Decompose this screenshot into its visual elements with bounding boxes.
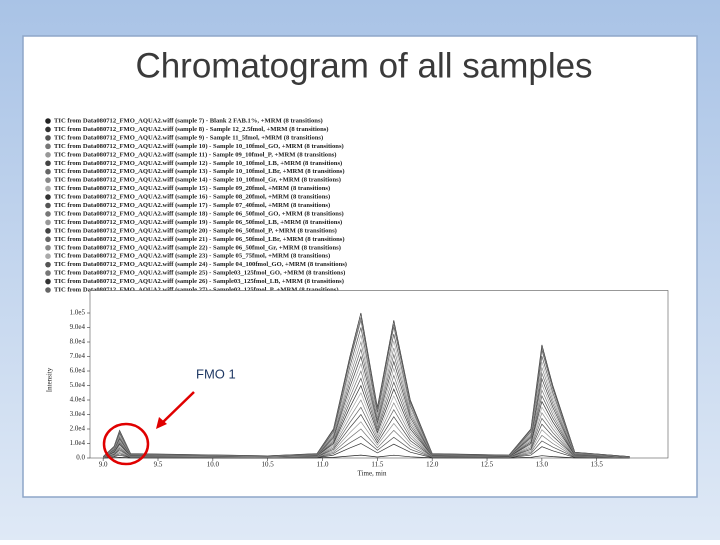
legend-label: TIC from Data080712_FMO_AQUA2.wiff (samp… — [54, 278, 344, 285]
y-tick-label: 8.0e4 — [70, 338, 86, 346]
legend-label: TIC from Data080712_FMO_AQUA2.wiff (samp… — [54, 210, 344, 217]
legend-label: TIC from Data080712_FMO_AQUA2.wiff (samp… — [54, 160, 342, 167]
x-tick-label: 11.0 — [317, 461, 329, 469]
chromatogram: TIC from Data080712_FMO_AQUA2.wiff (samp… — [45, 118, 669, 469]
legend-marker — [45, 287, 51, 293]
legend-label: TIC from Data080712_FMO_AQUA2.wiff (samp… — [54, 270, 345, 277]
legend-label: TIC from Data080712_FMO_AQUA2.wiff (samp… — [54, 261, 347, 268]
x-tick-label: 12.5 — [481, 461, 494, 469]
legend-marker — [45, 228, 51, 234]
legend-marker — [45, 135, 51, 141]
legend-label: TIC from Data080712_FMO_AQUA2.wiff (samp… — [54, 118, 323, 125]
legend-marker — [45, 143, 51, 150]
legend-label: TIC from Data080712_FMO_AQUA2.wiff (samp… — [54, 236, 345, 243]
annotation: FMO 1 — [196, 366, 236, 381]
y-tick-label: 9.0e4 — [70, 323, 86, 331]
legend-marker — [45, 236, 51, 243]
legend-label: TIC from Data080712_FMO_AQUA2.wiff (samp… — [54, 177, 341, 184]
legend-label: TIC from Data080712_FMO_AQUA2.wiff (samp… — [54, 244, 341, 251]
y-tick-label: 1.0e4 — [70, 439, 86, 447]
legend-marker — [45, 202, 51, 209]
legend-label: TIC from Data080712_FMO_AQUA2.wiff (samp… — [54, 227, 337, 234]
legend-marker — [45, 177, 51, 183]
y-tick-label: 2.0e4 — [70, 425, 86, 433]
arrow-head — [156, 417, 167, 429]
x-tick-label: 13.5 — [591, 461, 604, 469]
arrow — [160, 391, 195, 425]
x-tick-label: 12.0 — [426, 461, 439, 469]
x-tick-label: 9.5 — [154, 461, 163, 469]
y-tick-label: 1.0e5 — [70, 309, 86, 317]
x-tick-label: 10.0 — [207, 461, 220, 469]
x-axis-label: Time, min — [358, 470, 387, 478]
legend-marker — [45, 253, 51, 259]
legend-label: TIC from Data080712_FMO_AQUA2.wiff (samp… — [54, 126, 329, 133]
y-axis-label: Intensity — [46, 367, 54, 392]
slide-title: Chromatogram of all samples — [135, 46, 592, 85]
legend-marker — [45, 211, 51, 217]
legend-label: TIC from Data080712_FMO_AQUA2.wiff (samp… — [54, 253, 330, 260]
legend-label: TIC from Data080712_FMO_AQUA2.wiff (samp… — [54, 143, 344, 150]
x-tick-label: 13.0 — [536, 461, 549, 469]
y-tick-label: 5.0e4 — [70, 381, 86, 389]
x-tick-label: 9.0 — [99, 461, 108, 469]
legend-label: TIC from Data080712_FMO_AQUA2.wiff (samp… — [54, 202, 330, 209]
legend-label: TIC from Data080712_FMO_AQUA2.wiff (samp… — [54, 194, 330, 201]
legend-marker — [45, 261, 51, 268]
y-tick-label: 7.0e4 — [70, 352, 86, 360]
legend-label: TIC from Data080712_FMO_AQUA2.wiff (samp… — [54, 151, 337, 158]
legend-marker — [45, 168, 51, 175]
legend-marker — [45, 185, 51, 192]
legend-label: TIC from Data080712_FMO_AQUA2.wiff (samp… — [54, 168, 345, 175]
y-tick-label: 3.0e4 — [70, 410, 86, 418]
y-tick-label: 0.0 — [76, 454, 85, 462]
y-tick-label: 6.0e4 — [70, 367, 86, 375]
legend-label: TIC from Data080712_FMO_AQUA2.wiff (samp… — [54, 287, 339, 294]
highlight-circle — [102, 422, 150, 466]
legend-label: TIC from Data080712_FMO_AQUA2.wiff (samp… — [54, 185, 330, 192]
legend-marker — [45, 278, 51, 285]
legend-label: TIC from Data080712_FMO_AQUA2.wiff (samp… — [54, 134, 323, 141]
x-tick-label: 10.5 — [262, 461, 275, 469]
y-tick-label: 4.0e4 — [70, 396, 86, 404]
x-tick-label: 11.5 — [371, 461, 383, 469]
legend-marker — [45, 219, 51, 226]
legend-marker — [45, 160, 51, 167]
legend-marker — [45, 194, 51, 200]
plot-area — [89, 290, 669, 459]
legend-marker — [45, 244, 51, 251]
legend-marker — [45, 152, 51, 158]
legend-marker — [45, 270, 51, 276]
legend-marker — [45, 126, 51, 133]
legend-marker — [45, 118, 51, 124]
legend-label: TIC from Data080712_FMO_AQUA2.wiff (samp… — [54, 219, 342, 226]
chromatogram-trace — [102, 317, 630, 457]
